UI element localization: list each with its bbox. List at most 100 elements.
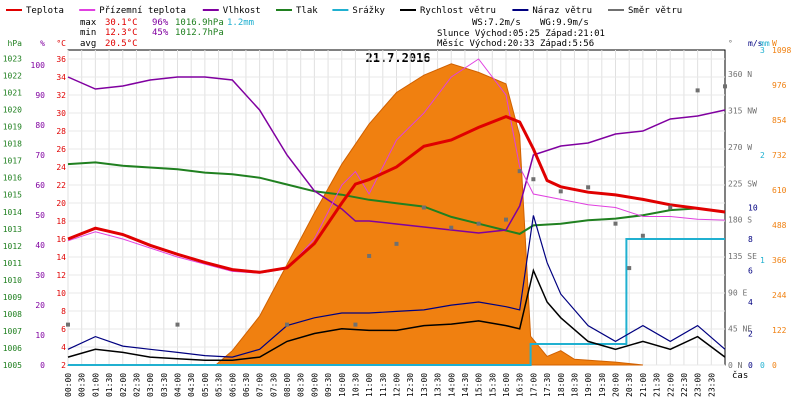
- x-tick-label: 12:00: [393, 373, 402, 397]
- wind-direction-point: [175, 322, 180, 327]
- direction-axis-tick-label: 225 SW: [728, 179, 757, 188]
- x-tick-label: 05:00: [201, 373, 210, 397]
- legend-label-6: Náraz větru: [532, 6, 592, 16]
- x-tick-label: 03:00: [146, 373, 155, 397]
- x-tick-label: 16:00: [502, 373, 511, 397]
- pressure-axis-tick-label: 1020: [3, 106, 22, 115]
- humidity-axis-tick-label: 70: [35, 151, 45, 160]
- temperature-axis-tick-label: 18: [56, 217, 66, 226]
- pressure-axis-tick-label: 1010: [3, 276, 22, 285]
- wind-axis-tick-label: 10: [748, 204, 758, 213]
- temperature-axis-unit: °C: [56, 39, 66, 48]
- rain-axis-tick-label: 2: [760, 151, 765, 160]
- stats-max-hum: 96%: [152, 18, 169, 28]
- humidity-line: [67, 76, 726, 234]
- x-tick-label: 03:30: [160, 373, 169, 397]
- legend-label-0: Teplota: [26, 6, 64, 16]
- stats-avg-temp: 20.5°C: [105, 39, 138, 49]
- x-tick-label: 01:00: [91, 373, 100, 397]
- humidity-axis-tick-label: 20: [35, 301, 45, 310]
- stats-min-press: 1012.7hPa: [175, 28, 224, 38]
- humidity-axis-tick-label: 60: [35, 181, 45, 190]
- x-tick-label: 23:00: [694, 373, 703, 397]
- plot-area: [66, 49, 727, 366]
- pressure-axis-tick-label: 1019: [3, 123, 22, 132]
- x-tick-label: 13:00: [420, 373, 429, 397]
- wind-direction-point: [695, 88, 700, 93]
- direction-axis-tick-label: 315 NW: [728, 107, 757, 116]
- info-wg: WG:9.9m/s: [540, 18, 589, 28]
- x-tick-label: 02:00: [119, 373, 128, 397]
- x-tick-label: 02:30: [132, 373, 141, 397]
- x-axis-label: čas: [732, 370, 748, 381]
- solar-axis-tick-label: 1098: [772, 46, 791, 55]
- solar-axis-tick-label: 488: [772, 221, 787, 230]
- wind-direction-point: [394, 241, 399, 246]
- direction-axis-unit: °: [728, 39, 733, 48]
- wind-direction-point: [476, 221, 481, 226]
- x-tick-label: 14:30: [461, 373, 470, 397]
- x-tick-label: 13:30: [434, 373, 443, 397]
- x-tick-label: 14:00: [447, 373, 456, 397]
- info-slunce: Slunce Východ:05:25 Západ:21:01: [437, 29, 605, 39]
- rain-axis-unit: mm: [760, 39, 770, 48]
- x-tick-label: 09:30: [324, 373, 333, 397]
- humidity-axis-tick-label: 100: [31, 61, 46, 70]
- humidity-axis-unit: %: [40, 39, 45, 48]
- x-tick-label: 06:00: [228, 373, 237, 397]
- pressure-axis-tick-label: 1021: [3, 89, 22, 98]
- direction-axis-tick-label: 45 NE: [728, 325, 752, 334]
- x-tick-label: 12:30: [406, 373, 415, 397]
- x-tick-label: 08:30: [297, 373, 306, 397]
- x-tick-label: 21:00: [639, 373, 648, 397]
- wind-direction-point: [449, 225, 454, 230]
- wind-direction-point: [353, 322, 358, 327]
- direction-axis-tick-label: 180 S: [728, 216, 752, 225]
- temperature-axis-tick-label: 28: [56, 127, 66, 136]
- x-tick-label: 07:30: [269, 373, 278, 397]
- x-tick-label: 00:30: [78, 373, 87, 397]
- wind-speed-line: [67, 268, 726, 362]
- direction-axis-tick-label: 0 N: [728, 361, 743, 370]
- wind-direction-point: [504, 217, 508, 222]
- pressure-axis-tick-label: 1005: [3, 361, 22, 370]
- humidity-axis-tick-label: 10: [35, 331, 45, 340]
- pressure-axis-tick-label: 1006: [3, 344, 22, 353]
- legend-label-4: Srážky: [352, 6, 385, 16]
- legend-label-3: Tlak: [296, 6, 318, 16]
- wind-direction-point: [613, 221, 618, 226]
- wind-direction-point: [66, 322, 70, 327]
- legend-label-5: Rychlost větru: [420, 6, 496, 16]
- x-tick-label: 16:30: [516, 373, 525, 397]
- wind-direction-point: [627, 266, 632, 271]
- pressure-axis-tick-label: 1012: [3, 242, 22, 251]
- x-tick-label: 11:30: [379, 373, 388, 397]
- solar-radiation-area: [214, 63, 643, 366]
- temperature-line: [67, 114, 726, 274]
- wind-gust-line: [67, 215, 726, 358]
- direction-axis-tick-label: 135 SE: [728, 252, 757, 261]
- wind-direction-point: [531, 177, 536, 182]
- wind-direction-point: [723, 84, 727, 89]
- x-tick-label: 17:00: [529, 373, 538, 397]
- x-tick-label: 17:30: [543, 373, 552, 397]
- x-tick-label: 22:00: [666, 373, 675, 397]
- rain-axis-tick-label: 1: [760, 256, 765, 265]
- pressure-axis-tick-label: 1011: [3, 259, 22, 268]
- solar-axis-tick-label: 976: [772, 81, 787, 90]
- temperature-axis-tick-label: 20: [56, 199, 66, 208]
- x-tick-label: 20:00: [612, 373, 621, 397]
- x-tick-label: 09:00: [310, 373, 319, 397]
- wind-direction-point: [640, 233, 645, 238]
- temperature-axis-tick-label: 4: [61, 343, 66, 352]
- solar-axis-tick-label: 854: [772, 116, 787, 125]
- humidity-axis-tick-label: 50: [35, 211, 45, 220]
- x-tick-label: 04:30: [187, 373, 196, 397]
- stats-max-label: max: [80, 18, 97, 28]
- temperature-axis-tick-label: 22: [56, 181, 66, 190]
- pressure-axis-tick-label: 1008: [3, 310, 22, 319]
- wind-axis-tick-label: 6: [748, 267, 753, 276]
- temperature-axis-tick-label: 34: [56, 73, 66, 82]
